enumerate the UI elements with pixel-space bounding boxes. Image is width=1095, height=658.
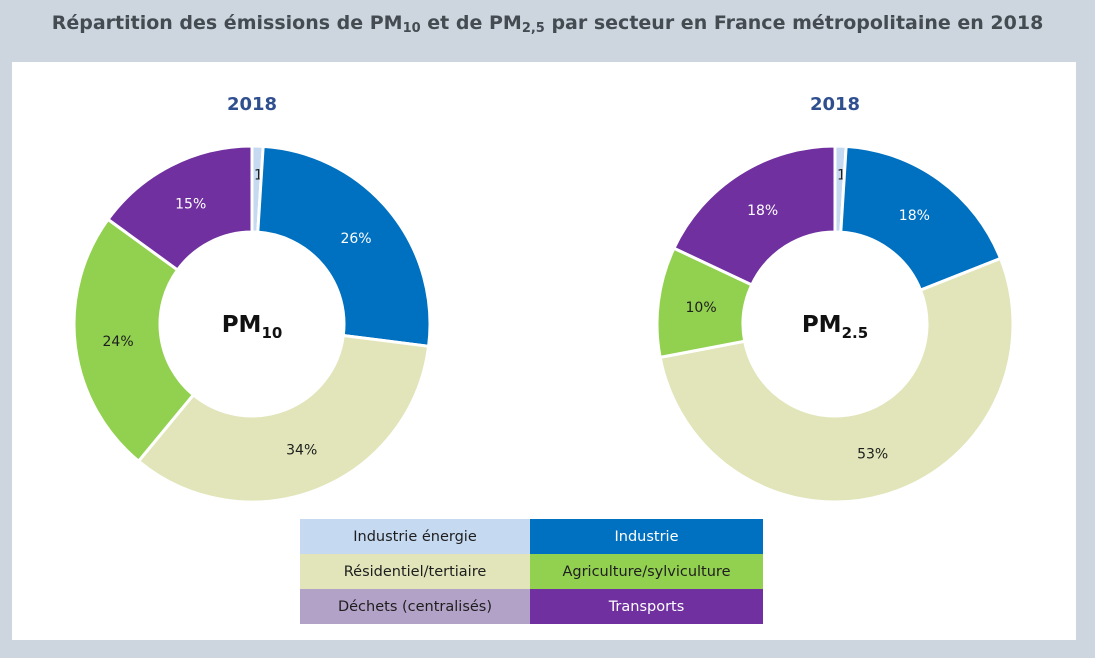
legend-label: Déchets (centralisés) <box>337 598 493 615</box>
slice-label: 18% <box>747 203 778 219</box>
title-middle: et de PM <box>420 12 522 34</box>
center-label: PM2.5 <box>802 312 868 342</box>
slice-industrie <box>256 144 432 348</box>
legend-item-agriculture-sylviculture: Agriculture/sylviculture <box>530 554 763 589</box>
slice-label: 26% <box>340 231 371 247</box>
title-suffix: par secteur en France métropolitaine en … <box>544 12 1044 34</box>
year-label: 2018 <box>227 94 277 115</box>
slice-label: 10% <box>686 300 717 316</box>
title-pm10-subscript: 10 <box>402 21 421 36</box>
legend-item-industrie: Industrie <box>530 519 763 554</box>
legend-label: Résidentiel/tertiaire <box>343 563 487 580</box>
slice-residentiel-tertiaire <box>136 333 431 504</box>
donut-charts: 1%26%34%24%15%2018PM101%18%53%10%18%2018… <box>72 94 1015 504</box>
legend-item-residentiel-tertiaire: Résidentiel/tertiaire <box>300 554 530 589</box>
slice-residentiel-tertiaire <box>658 256 1015 504</box>
slice-agriculture-sylviculture <box>72 217 196 464</box>
slice-label: 34% <box>286 443 317 459</box>
legend-item-dechets: Déchets (centralisés) <box>300 589 530 624</box>
slice-label: 24% <box>103 334 134 350</box>
legend-item-transports: Transports <box>530 589 763 624</box>
slice-transports <box>105 144 254 273</box>
legend-item-industrie-energie: Industrie énergie <box>300 519 530 554</box>
title-pm25-subscript: 2,5 <box>521 21 545 36</box>
slice-industrie <box>839 144 1003 293</box>
legend-label: Agriculture/sylviculture <box>562 563 731 580</box>
center-label: PM10 <box>222 312 283 342</box>
slice-transports <box>671 144 837 287</box>
legend-label: Industrie <box>614 528 679 545</box>
chart-title: Répartition des émissions de PM10 et de … <box>0 0 1095 46</box>
title-prefix: Répartition des émissions de PM <box>51 12 403 34</box>
chart-panel: 1%26%34%24%15%2018PM101%18%53%10%18%2018… <box>12 62 1076 640</box>
slice-label: 18% <box>899 208 930 224</box>
legend-label: Industrie énergie <box>353 528 477 545</box>
year-label: 2018 <box>810 94 860 115</box>
slice-label: 53% <box>857 447 888 463</box>
slice-label: 15% <box>175 197 206 213</box>
legend-label: Transports <box>608 598 685 615</box>
legend: Industrie énergie Industrie Résidentiel/… <box>300 519 763 624</box>
